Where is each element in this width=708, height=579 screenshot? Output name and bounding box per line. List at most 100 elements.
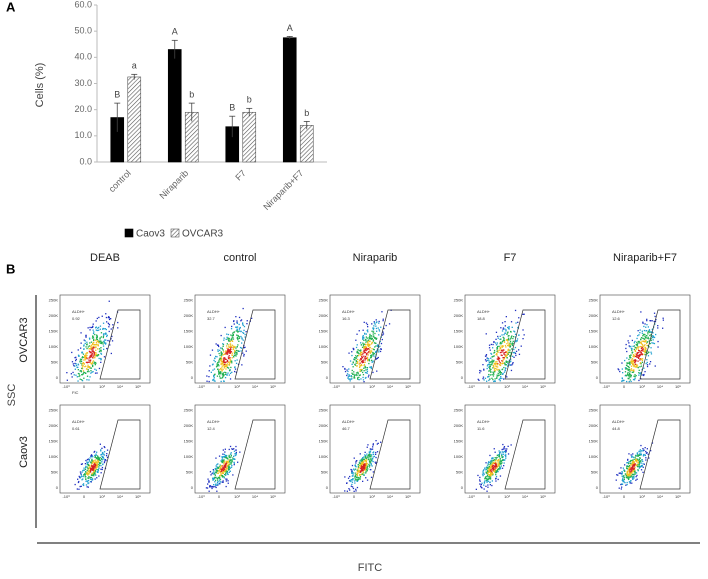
- event-dot: [363, 465, 365, 468]
- event-dot: [221, 461, 224, 464]
- event-dot: [635, 363, 637, 366]
- event-dot: [90, 344, 93, 346]
- event-dot: [487, 376, 489, 378]
- event-dot: [95, 362, 97, 365]
- event-dot: [644, 344, 646, 346]
- event-dot: [634, 355, 636, 357]
- event-dot: [368, 348, 370, 350]
- event-dot: [90, 456, 92, 458]
- event-dot: [350, 378, 352, 380]
- event-dot: [208, 481, 210, 483]
- gate: [234, 419, 276, 490]
- flow-y-title: SSC: [6, 384, 18, 407]
- event-dot: [226, 345, 228, 347]
- event-dot: [361, 354, 363, 356]
- event-dot: [354, 468, 357, 470]
- event-dot: [368, 466, 371, 468]
- event-dot: [216, 364, 219, 366]
- event-dot: [89, 467, 91, 469]
- event-dot: [235, 445, 237, 448]
- event-dot: [637, 458, 639, 460]
- event-dot: [360, 378, 362, 380]
- event-dot: [494, 457, 496, 459]
- event-dot: [488, 347, 491, 349]
- event-dot: [500, 363, 502, 365]
- event-dot: [623, 475, 625, 477]
- event-dot: [349, 375, 351, 377]
- event-dot: [632, 471, 634, 473]
- event-dot: [93, 339, 95, 341]
- event-dot: [357, 371, 359, 373]
- event-dot: [504, 369, 506, 372]
- plot-y-tick: 150K: [184, 439, 194, 444]
- event-dot: [501, 448, 503, 451]
- event-dot: [485, 468, 487, 470]
- event-dot: [350, 485, 352, 487]
- event-dot: [501, 456, 504, 459]
- event-dot: [644, 349, 646, 351]
- event-dot: [358, 467, 360, 469]
- event-dot: [351, 378, 353, 380]
- event-dot: [503, 465, 505, 467]
- event-dot: [514, 352, 517, 355]
- event-dot: [487, 359, 489, 362]
- event-dot: [498, 349, 501, 351]
- event-dot: [637, 469, 639, 471]
- event-dot: [224, 456, 226, 459]
- event-dot: [483, 481, 486, 483]
- event-dot: [650, 450, 652, 452]
- event-dot: [634, 346, 636, 349]
- event-dot: [96, 353, 98, 356]
- event-dot: [90, 454, 93, 456]
- event-dot: [640, 342, 643, 345]
- event-dot: [371, 337, 373, 340]
- event-dot: [347, 477, 350, 479]
- event-dot: [364, 332, 366, 334]
- event-dot: [225, 454, 227, 456]
- event-dot: [507, 352, 509, 354]
- event-dot: [499, 452, 501, 454]
- event-dot: [373, 353, 376, 355]
- event-dot: [489, 476, 491, 478]
- event-dot: [644, 336, 647, 339]
- event-dot: [101, 461, 103, 463]
- event-dot: [494, 363, 496, 365]
- event-dot: [498, 462, 500, 465]
- event-dot: [81, 368, 84, 370]
- event-dot: [504, 325, 506, 327]
- event-dot: [223, 477, 225, 479]
- event-dot: [104, 446, 106, 449]
- event-dot: [369, 333, 371, 336]
- event-dot: [505, 451, 507, 453]
- event-dot: [630, 464, 632, 466]
- event-dot: [105, 333, 107, 335]
- plot-y-tick: 250K: [49, 298, 59, 303]
- event-dot: [363, 456, 365, 458]
- event-dot: [369, 340, 371, 342]
- event-dot: [93, 475, 95, 477]
- plot-x-tick: 10⁵: [675, 384, 681, 389]
- event-dot: [364, 464, 366, 467]
- event-dot: [219, 349, 221, 351]
- event-dot: [490, 468, 492, 471]
- y-tick-label: 60.0: [74, 0, 92, 9]
- event-dot: [365, 353, 368, 355]
- event-dot: [504, 344, 507, 347]
- event-dot: [98, 316, 100, 319]
- event-dot: [382, 333, 385, 335]
- event-dot: [645, 340, 647, 343]
- event-dot: [95, 352, 97, 354]
- event-dot: [480, 485, 482, 487]
- event-dot: [511, 363, 514, 365]
- event-dot: [84, 476, 86, 478]
- event-dot: [90, 455, 92, 457]
- event-dot: [629, 375, 631, 377]
- event-dot: [647, 326, 649, 328]
- event-dot: [355, 357, 357, 360]
- event-dot: [493, 459, 495, 462]
- event-dot: [496, 352, 498, 355]
- event-dot: [227, 480, 229, 482]
- event-dot: [487, 364, 489, 366]
- event-dot: [222, 449, 224, 451]
- event-dot: [226, 374, 228, 376]
